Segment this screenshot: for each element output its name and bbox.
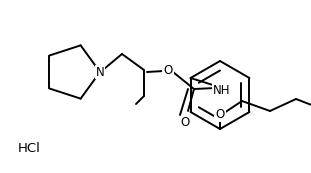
Text: NH: NH	[213, 84, 231, 97]
Text: O: O	[216, 108, 225, 121]
Text: O: O	[180, 116, 190, 130]
Text: HCl: HCl	[18, 142, 41, 154]
Text: N: N	[95, 66, 104, 79]
Text: O: O	[163, 65, 173, 78]
